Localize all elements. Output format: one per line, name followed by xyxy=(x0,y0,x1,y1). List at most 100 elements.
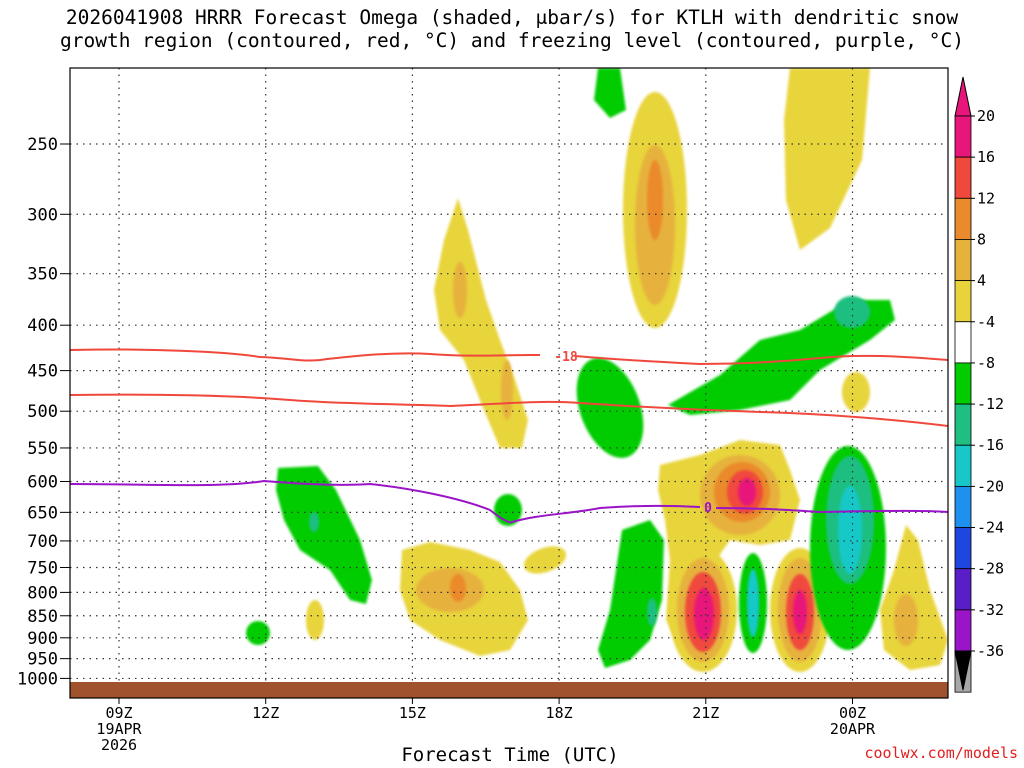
dgz-contour-upper xyxy=(70,348,948,366)
omega-region-orange xyxy=(501,360,513,420)
colorbar-tick-label: -16 xyxy=(977,436,1004,454)
colorbar-tick-label: -4 xyxy=(977,313,995,331)
grid-lines xyxy=(70,68,948,698)
omega-region-dark-orange xyxy=(647,160,663,240)
y-tick-label: 550 xyxy=(27,439,58,459)
omega-region-yellow xyxy=(842,372,870,412)
freezing-level-contour xyxy=(70,479,948,524)
chart-title: 2026041908 HRRR Forecast Omega (shaded, … xyxy=(0,6,1024,52)
y-tick-label: 850 xyxy=(27,607,58,627)
y-tick-label: 600 xyxy=(27,472,58,492)
y-tick-label: 950 xyxy=(27,650,58,670)
omega-region-yellow xyxy=(880,525,948,670)
x-tick-label: 20APR xyxy=(830,720,876,738)
omega-region-green xyxy=(276,466,372,604)
omega-region-green xyxy=(246,621,270,645)
omega-shading xyxy=(246,68,948,672)
omega-region-magenta xyxy=(738,478,756,506)
temperature-contours: -18 0 xyxy=(70,348,948,524)
plot-frame xyxy=(69,67,949,699)
colorbar-swatch xyxy=(954,527,972,570)
source-credit: coolwx.com/models xyxy=(864,744,1018,762)
colorbar-tick-label: -32 xyxy=(977,601,1004,619)
colorbar-tick-label: 20 xyxy=(977,107,995,125)
x-tick-label: 19APR xyxy=(96,720,142,738)
x-axis-label: Forecast Time (UTC) xyxy=(401,744,619,766)
colorbar-swatch xyxy=(954,115,972,158)
colorbar-tick-label: -24 xyxy=(977,519,1004,537)
omega-region-orange xyxy=(416,568,484,612)
omega-region-green xyxy=(576,358,644,458)
y-tick-label: 350 xyxy=(27,265,58,285)
colorbar-swatch xyxy=(954,609,972,652)
y-tick-label: 300 xyxy=(27,205,58,225)
y-tick-label: 650 xyxy=(27,503,58,523)
y-tick-label: 1000 xyxy=(17,669,58,689)
colorbar-tick-label: 12 xyxy=(977,189,995,207)
omega-region-yellow xyxy=(523,546,567,574)
dgz-contour-label: -18 xyxy=(554,350,578,365)
y-tick-label: 750 xyxy=(27,559,58,579)
colorbar-top-arrow xyxy=(954,76,972,117)
omega-region-teal xyxy=(309,512,319,532)
omega-region-cyan xyxy=(838,486,862,574)
ground-fill xyxy=(70,682,948,698)
colorbar: 20 16 12 8 4 -4 -8 -12 -16 -20 -24 -28 -32 -36 xyxy=(954,76,1004,693)
x-tick-label: 09Z xyxy=(105,704,132,722)
omega-region-magenta xyxy=(694,588,714,640)
omega-region-yellow xyxy=(434,198,528,448)
y-tick-label: 450 xyxy=(27,362,58,382)
colorbar-swatch xyxy=(954,485,972,528)
y-axis: 2503003504004505005506006507007508008509… xyxy=(17,135,70,689)
colorbar-swatch xyxy=(954,444,972,487)
colorbar-tick-label: 4 xyxy=(977,272,986,290)
colorbar-swatch xyxy=(954,362,972,405)
colorbar-tick-label: 8 xyxy=(977,230,986,248)
colorbar-tick-label: -20 xyxy=(977,477,1004,495)
colorbar-swatch xyxy=(954,280,972,323)
y-tick-label: 900 xyxy=(27,629,58,649)
omega-region-orange xyxy=(453,262,467,318)
x-tick-label: 15Z xyxy=(399,704,426,722)
colorbar-swatch xyxy=(954,197,972,240)
y-tick-label: 400 xyxy=(27,316,58,336)
omega-region-teal xyxy=(647,598,657,626)
colorbar-swatch xyxy=(954,403,972,446)
y-tick-label: 500 xyxy=(27,402,58,422)
omega-region-yellow xyxy=(306,600,324,640)
ground-surface xyxy=(70,682,948,698)
freezing-level-label: 0 xyxy=(704,501,712,516)
colorbar-swatch xyxy=(954,568,972,611)
colorbar-tick-label: -36 xyxy=(977,642,1004,660)
dgz-contour-lower xyxy=(70,393,948,427)
omega-region-cyan xyxy=(747,569,759,637)
y-tick-label: 800 xyxy=(27,583,58,603)
colorbar-tick-label: 16 xyxy=(977,148,995,166)
omega-region-yellow xyxy=(784,68,870,250)
colorbar-tick-label: -12 xyxy=(977,395,1004,413)
x-tick-label: 2026 xyxy=(101,736,137,754)
omega-region-teal xyxy=(834,296,870,328)
omega-region-green xyxy=(594,68,626,118)
omega-region-green xyxy=(668,300,895,415)
y-tick-label: 250 xyxy=(27,135,58,155)
omega-region-dark-orange xyxy=(450,574,466,602)
omega-region-green xyxy=(598,520,664,668)
colorbar-swatch xyxy=(954,156,972,199)
x-tick-label: 21Z xyxy=(692,704,719,722)
x-tick-label: 18Z xyxy=(546,704,573,722)
y-tick-label: 700 xyxy=(27,532,58,552)
colorbar-bottom-arrow xyxy=(954,650,972,691)
colorbar-swatch xyxy=(954,239,972,282)
x-tick-label: 00Z xyxy=(839,704,866,722)
omega-region-magenta xyxy=(793,590,807,634)
colorbar-tick-label: -8 xyxy=(977,354,995,372)
colorbar-tick-label: -28 xyxy=(977,560,1004,578)
title-line-1: 2026041908 HRRR Forecast Omega (shaded, … xyxy=(65,6,959,29)
omega-region-orange xyxy=(894,594,918,646)
colorbar-swatch xyxy=(954,321,972,364)
title-line-2: growth region (contoured, red, °C) and f… xyxy=(60,29,964,52)
x-tick-label: 12Z xyxy=(252,704,279,722)
